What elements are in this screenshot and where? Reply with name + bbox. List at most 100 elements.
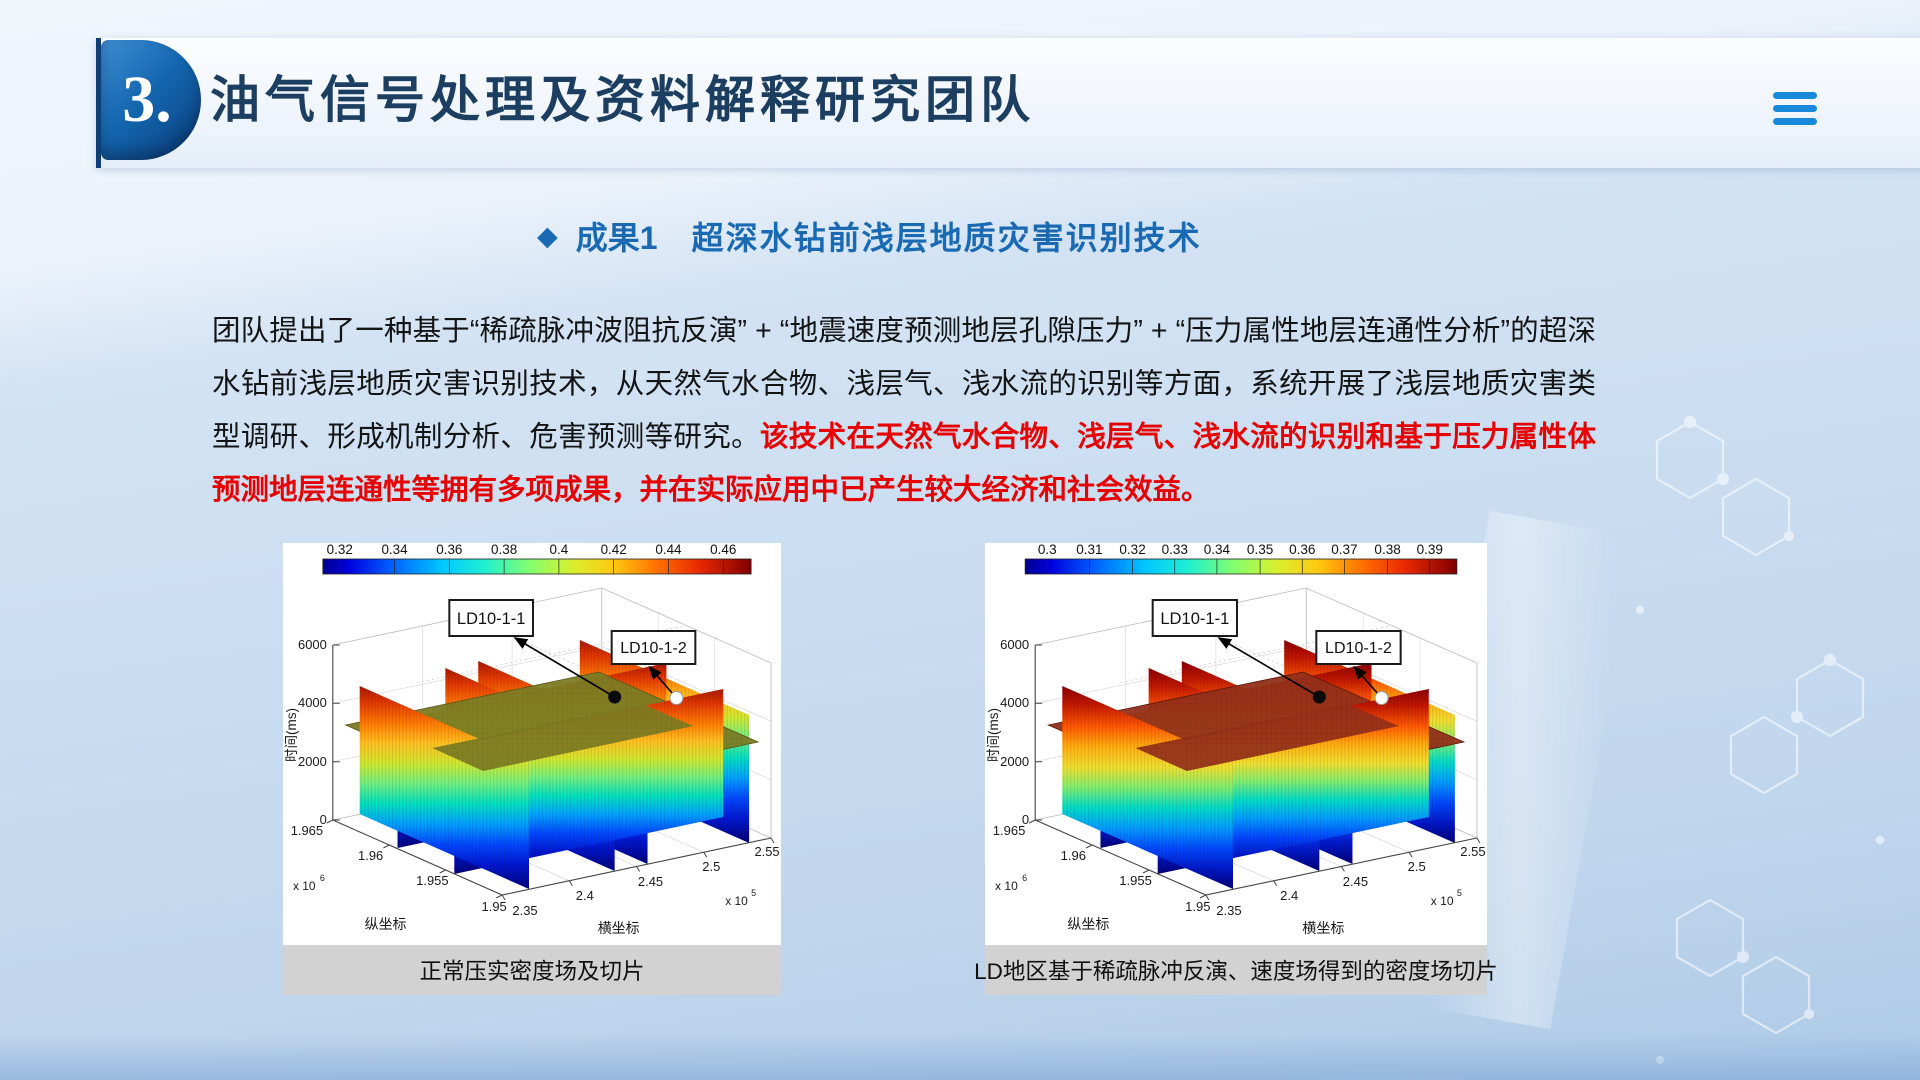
well-marker-black [1312,690,1326,704]
page-title: 油气信号处理及资料解释研究团队 [210,72,1035,128]
svg-text:6: 6 [1022,873,1027,883]
svg-text:2.55: 2.55 [754,844,779,859]
well-annotations: LD10-1-1 LD10-1-2 [448,599,697,705]
well-marker-white [669,691,684,705]
svg-text:0.4: 0.4 [550,543,569,557]
density-slices [344,640,760,889]
hamburger-menu-icon[interactable] [1773,92,1817,125]
svg-text:2.4: 2.4 [1280,888,1298,903]
svg-text:LD10-1-2: LD10-1-2 [620,640,687,657]
well-annotations: LD10-1-1 LD10-1-2 [1151,599,1402,705]
svg-text:1.96: 1.96 [358,848,383,863]
svg-text:0.36: 0.36 [1289,543,1315,557]
svg-text:x 10: x 10 [293,879,316,893]
svg-text:0.32: 0.32 [327,543,353,557]
y-axis-label: 纵坐标 [365,916,407,932]
density-plot-right: 0.3 0.31 0.32 0.33 0.34 0.35 0.36 0.37 0… [986,542,1486,936]
hexagon-molecule-pattern [1635,415,1885,1065]
density-slices [1046,640,1466,889]
svg-text:6000: 6000 [298,637,327,652]
achievement-heading: ◆ 成果1 超深水钻前浅层地质灾害识别技术 [537,213,1202,259]
svg-text:2.4: 2.4 [576,888,594,903]
svg-text:6: 6 [320,873,325,883]
svg-text:0.35: 0.35 [1247,543,1273,557]
figure-ld-density-field: 0.3 0.31 0.32 0.33 0.34 0.35 0.36 0.37 0… [985,542,1487,945]
svg-text:4000: 4000 [1000,695,1029,710]
svg-text:LD10-1-1: LD10-1-1 [1160,609,1229,628]
svg-text:2000: 2000 [1000,754,1029,769]
svg-text:5: 5 [751,888,756,898]
section-number-badge: 3. [101,40,201,160]
svg-text:0.37: 0.37 [1331,543,1357,557]
svg-text:0.44: 0.44 [655,543,682,557]
description-normal: 团队提出了一种基于“稀疏脉冲波阻抗反演” + “地震速度预测地层孔隙压力” + … [212,315,1596,453]
svg-text:1.96: 1.96 [1061,848,1086,863]
svg-text:1.965: 1.965 [291,823,323,838]
svg-text:6000: 6000 [1000,637,1029,652]
svg-text:1.965: 1.965 [993,823,1026,838]
well-label-box [448,599,534,637]
z-axis-label: 时间(ms) [986,708,1001,762]
svg-text:0.42: 0.42 [601,543,627,557]
svg-text:LD10-1-2: LD10-1-2 [1325,639,1392,657]
well-marker-black [608,690,622,704]
section-number: 3. [122,63,172,136]
achievement-title: 超深水钻前浅层地质灾害识别技术 [691,220,1202,256]
axis-labels: 6000 4000 2000 0 时间(ms) 1.965 1.96 1.955… [986,637,1486,936]
colorbar: 0.32 0.34 0.36 0.38 0.4 0.42 0.44 0.46 [322,542,752,575]
axis-labels: 6000 4000 2000 0 时间(ms) 1.965 1.96 1.955… [284,637,780,936]
svg-text:0.31: 0.31 [1076,543,1102,557]
well-label-box [610,630,697,665]
svg-text:0.3: 0.3 [1038,543,1057,557]
svg-text:2.35: 2.35 [1216,903,1241,918]
svg-text:0.38: 0.38 [1374,543,1400,557]
svg-text:1.95: 1.95 [1185,899,1210,914]
well-label-box [1151,599,1239,637]
svg-text:0.36: 0.36 [436,543,462,557]
description-paragraph: 团队提出了一种基于“稀疏脉冲波阻抗反演” + “地震速度预测地层孔隙压力” + … [212,305,1596,517]
figure-caption-left: 正常压实密度场及切片 [283,945,781,995]
y-axis-label: 纵坐标 [1067,916,1109,932]
svg-text:x 10: x 10 [725,894,748,908]
svg-text:LD10-1-1: LD10-1-1 [457,610,525,628]
background-pattern [1600,360,1920,1080]
svg-text:2.45: 2.45 [638,874,663,889]
well-label-box [1315,630,1402,665]
x-axis-label: 横坐标 [1302,920,1344,936]
header-band [96,38,1920,168]
density-plot-left: 0.32 0.34 0.36 0.38 0.4 0.42 0.44 0.46 [284,542,780,936]
svg-text:0.39: 0.39 [1417,543,1443,557]
x-axis-label: 横坐标 [598,920,640,936]
colorbar: 0.3 0.31 0.32 0.33 0.34 0.35 0.36 0.37 0… [1024,542,1458,575]
svg-text:0.46: 0.46 [710,543,736,557]
svg-text:0: 0 [1022,812,1029,827]
svg-text:5: 5 [1457,888,1462,898]
svg-text:2.5: 2.5 [702,859,720,874]
front-axes [326,644,775,901]
svg-text:1.955: 1.955 [1119,873,1152,888]
svg-text:0.33: 0.33 [1162,543,1188,557]
svg-text:0.38: 0.38 [491,543,517,557]
svg-text:2.35: 2.35 [512,903,537,918]
svg-text:4000: 4000 [298,695,327,710]
svg-text:2000: 2000 [298,754,327,769]
bottom-gradient-band [0,1034,1920,1080]
svg-text:1.955: 1.955 [416,873,448,888]
z-axis-label: 时间(ms) [284,708,299,762]
svg-text:2.55: 2.55 [1460,844,1485,859]
svg-text:x 10: x 10 [995,879,1018,893]
figure-caption-right: LD地区基于稀疏脉冲反演、速度场得到的密度场切片 [974,945,1498,995]
figure-normal-density-field: 0.32 0.34 0.36 0.38 0.4 0.42 0.44 0.46 [283,542,781,945]
svg-text:0.34: 0.34 [381,543,408,557]
diamond-bullet-icon: ◆ [537,220,558,251]
svg-text:0.34: 0.34 [1204,543,1231,557]
svg-text:2.45: 2.45 [1343,874,1368,889]
front-axes [1028,644,1481,901]
svg-text:0: 0 [320,812,327,827]
achievement-tag: 成果1 [575,220,658,256]
svg-text:1.95: 1.95 [482,899,507,914]
svg-text:0.32: 0.32 [1119,543,1145,557]
description-highlight: 该技术在天然气水合物、浅层气、浅水流的识别和基于压力属性体预测地层连通性等拥有多… [212,421,1596,506]
svg-text:2.5: 2.5 [1408,859,1426,874]
